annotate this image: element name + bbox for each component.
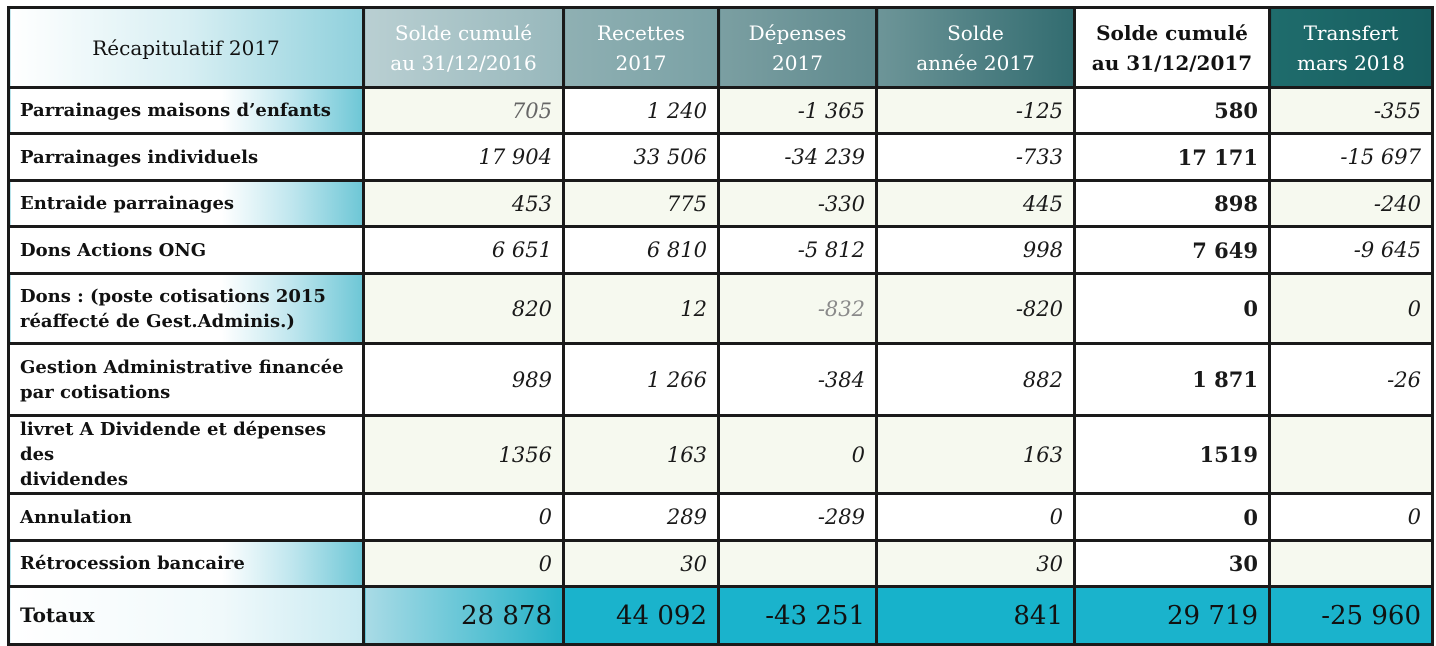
total-cell: 29 719 (1073, 585, 1271, 646)
col-header-solde-2017: Solde cumulé au 31/12/2017 (1073, 6, 1271, 89)
table-row: Dons Actions ONG 6 651 6 810 -5 812 998 … (7, 225, 1434, 275)
cell: 6 810 (562, 225, 720, 275)
table-row: Parrainages maisons d’enfants 705 1 240 … (7, 86, 1434, 135)
recap-table: Récapitulatif 2017 Solde cumulé au 31/12/… (7, 6, 1434, 646)
cell: 898 (1073, 179, 1271, 228)
cell: -9 645 (1268, 225, 1434, 275)
cell: 1 266 (562, 342, 720, 417)
cell: 580 (1073, 86, 1271, 135)
cell: 0 (875, 492, 1076, 542)
cell: 820 (362, 272, 565, 345)
cell: -384 (717, 342, 878, 417)
total-cell: 28 878 (362, 585, 565, 646)
cell: -832 (717, 272, 878, 345)
cell: 0 (1268, 492, 1434, 542)
cell: -15 697 (1268, 132, 1434, 182)
cell: 163 (875, 414, 1076, 495)
header-row: Récapitulatif 2017 Solde cumulé au 31/12/… (7, 6, 1434, 89)
cell: 989 (362, 342, 565, 417)
table-title: Récapitulatif 2017 (7, 6, 365, 89)
cell: -289 (717, 492, 878, 542)
cell: 0 (1268, 272, 1434, 345)
cell: 0 (362, 492, 565, 542)
cell: 882 (875, 342, 1076, 417)
cell: 998 (875, 225, 1076, 275)
cell: 1356 (362, 414, 565, 495)
cell: 163 (562, 414, 720, 495)
cell: 289 (562, 492, 720, 542)
cell: 17 171 (1073, 132, 1271, 182)
total-cell: 44 092 (562, 585, 720, 646)
cell: 33 506 (562, 132, 720, 182)
cell: -733 (875, 132, 1076, 182)
col-header-recettes: Recettes 2017 (562, 6, 720, 89)
cell: 30 (562, 539, 720, 588)
cell: 30 (1073, 539, 1271, 588)
table-row: livret A Dividende et dépenses des divide… (7, 414, 1434, 495)
total-cell: -43 251 (717, 585, 878, 646)
cell: 705 (362, 86, 565, 135)
row-label: Parrainages maisons d’enfants (7, 86, 365, 135)
table-row: Entraide parrainages 453 775 -330 445 89… (7, 179, 1434, 228)
table-row: Gestion Administrative financée par cotis… (7, 342, 1434, 417)
cell: 0 (717, 414, 878, 495)
row-label: livret A Dividende et dépenses des divide… (7, 414, 365, 495)
col-header-solde-2016: Solde cumulé au 31/12/2016 (362, 6, 565, 89)
cell: 7 649 (1073, 225, 1271, 275)
cell: 12 (562, 272, 720, 345)
total-cell: -25 960 (1268, 585, 1434, 646)
cell: 775 (562, 179, 720, 228)
cell: -5 812 (717, 225, 878, 275)
cell: 1 240 (562, 86, 720, 135)
cell: 17 904 (362, 132, 565, 182)
cell: -1 365 (717, 86, 878, 135)
row-label: Annulation (7, 492, 365, 542)
cell: -330 (717, 179, 878, 228)
cell: 0 (362, 539, 565, 588)
col-header-solde-annee: Solde année 2017 (875, 6, 1076, 89)
row-label: Entraide parrainages (7, 179, 365, 228)
cell: -240 (1268, 179, 1434, 228)
row-label: Parrainages individuels (7, 132, 365, 182)
cell: -26 (1268, 342, 1434, 417)
cell: 1519 (1073, 414, 1271, 495)
cell: -820 (875, 272, 1076, 345)
table-row: Rétrocession bancaire 0 30 30 30 (7, 539, 1434, 588)
cell: 453 (362, 179, 565, 228)
table-row: Dons : (poste cotisations 2015 réaffecté … (7, 272, 1434, 345)
cell: -34 239 (717, 132, 878, 182)
cell: -355 (1268, 86, 1434, 135)
cell: 30 (875, 539, 1076, 588)
row-label: Dons Actions ONG (7, 225, 365, 275)
cell: -125 (875, 86, 1076, 135)
totals-label: Totaux (7, 585, 365, 646)
col-header-depenses: Dépenses 2017 (717, 6, 878, 89)
cell: 0 (1073, 272, 1271, 345)
cell: 445 (875, 179, 1076, 228)
cell: 6 651 (362, 225, 565, 275)
row-label: Dons : (poste cotisations 2015 réaffecté … (7, 272, 365, 345)
cell (717, 539, 878, 588)
total-cell: 841 (875, 585, 1076, 646)
table-row: Parrainages individuels 17 904 33 506 -3… (7, 132, 1434, 182)
row-label: Rétrocession bancaire (7, 539, 365, 588)
row-label: Gestion Administrative financée par cotis… (7, 342, 365, 417)
table-row: Annulation 0 289 -289 0 0 0 (7, 492, 1434, 542)
cell: 0 (1073, 492, 1271, 542)
cell: 1 871 (1073, 342, 1271, 417)
col-header-transfert: Transfert mars 2018 (1268, 6, 1434, 89)
cell (1268, 539, 1434, 588)
cell (1268, 414, 1434, 495)
totals-row: Totaux 28 878 44 092 -43 251 841 29 719 … (7, 585, 1434, 646)
